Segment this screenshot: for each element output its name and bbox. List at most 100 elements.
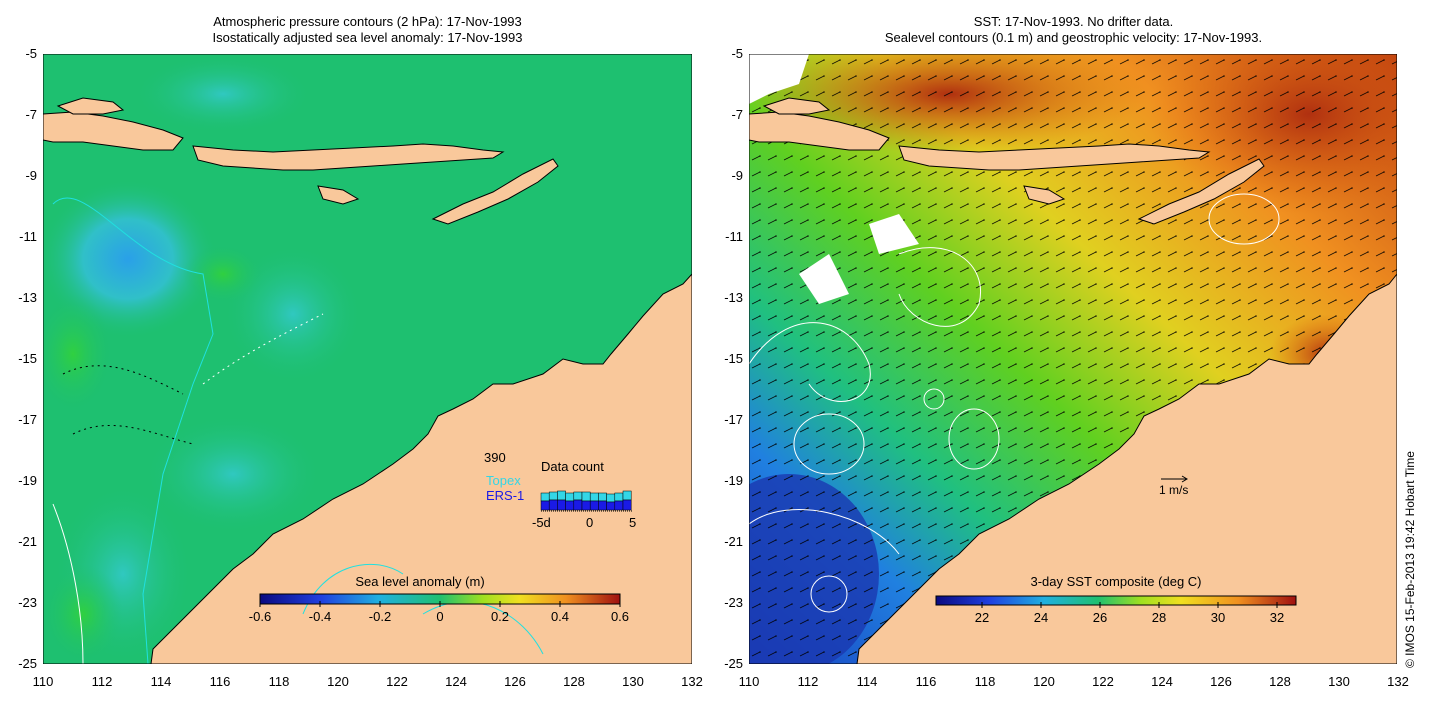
- sla-tick-label: 0.2: [491, 609, 509, 624]
- right-x-tick-label: 128: [1269, 674, 1291, 689]
- ers-bar: [581, 500, 591, 511]
- left-x-tick-label: 114: [150, 674, 172, 689]
- left-y-tick-label: -17: [18, 412, 37, 427]
- sst-colorbar-label: 3-day SST composite (deg C): [1031, 574, 1202, 589]
- right-y-tick-label: -15: [724, 351, 743, 366]
- right-y-tick-label: -19: [724, 473, 743, 488]
- right-x-tick-label: 116: [915, 674, 937, 689]
- right-x-tick-label: 118: [974, 674, 996, 689]
- left-y-tick-label: -19: [18, 473, 37, 488]
- topex-bar: [622, 490, 632, 501]
- right-y-tick-label: -7: [731, 107, 743, 122]
- data-count-title: Data count: [541, 459, 604, 474]
- right-y-tick-label: -25: [724, 656, 743, 671]
- right-y-tick-label: -21: [724, 534, 743, 549]
- right-x-tick-label: 130: [1328, 674, 1350, 689]
- left-x-tick-label: 124: [445, 674, 467, 689]
- australia-land: [150, 273, 692, 664]
- left-y-tick-label: -9: [25, 168, 37, 183]
- flores-chain: [192, 143, 505, 171]
- dc-tick-minus5: -5d: [532, 515, 551, 530]
- velocity-scale: 1 m/s: [1159, 475, 1188, 497]
- left-y-tick-label: -25: [18, 656, 37, 671]
- sla-tick-label: -0.6: [249, 609, 271, 624]
- ers-bar: [573, 499, 583, 511]
- right-y-tick-label: -17: [724, 412, 743, 427]
- topex-bar: [548, 491, 558, 501]
- right-x-tick-label: 124: [1151, 674, 1173, 689]
- left-x-tick-label: 126: [504, 674, 526, 689]
- left-x-tick-label: 112: [91, 674, 113, 689]
- left-y-tick-label: -23: [18, 595, 37, 610]
- left-x-tick-label: 128: [563, 674, 585, 689]
- left-title-line1: Atmospheric pressure contours (2 hPa): 1…: [213, 14, 522, 29]
- topex-bar: [589, 492, 599, 502]
- sla-tick-label: -0.2: [369, 609, 391, 624]
- right-x-tick-label: 126: [1210, 674, 1232, 689]
- left-x-tick-label: 118: [268, 674, 290, 689]
- left-x-tick-label: 122: [386, 674, 408, 689]
- sumba-island: [317, 185, 360, 205]
- data-count-total: 390: [484, 450, 506, 465]
- copyright-text: © IMOS 15-Feb-2013 19:42 Hobart Time: [1403, 451, 1417, 668]
- sea-level-colorbar: Sea level anomaly (m) -0.6 -0.4 -0.2 0 0.2 0.…: [249, 574, 629, 624]
- pressure-contours: [52, 197, 544, 664]
- right-y-tick-label: -9: [731, 168, 743, 183]
- right-y-tick-label: -11: [725, 229, 743, 244]
- sla-colorbar-label: Sea level anomaly (m): [355, 574, 484, 589]
- sea-level-contours: [749, 193, 1280, 613]
- right-y-tick-label: -23: [724, 595, 743, 610]
- ers-bar: [622, 499, 632, 511]
- topex-bar: [573, 491, 583, 501]
- ers-bar: [589, 500, 599, 511]
- sea-level-anomaly-map: Data count 390 Topex ERS-1 -5d 0 5 Sea l…: [43, 54, 692, 664]
- left-y-tick-label: -15: [18, 351, 37, 366]
- topex-bar: [606, 493, 616, 503]
- sst-tick-label: 28: [1152, 610, 1166, 625]
- ers-bar: [540, 500, 550, 511]
- sst-tick-label: 32: [1270, 610, 1284, 625]
- right-y-tick-label: -5: [731, 46, 743, 61]
- ers-bar: [598, 500, 607, 511]
- topex-bar: [614, 492, 624, 502]
- sst-colorbar: 3-day SST composite (deg C) 22 24 26 28 30 32: [935, 574, 1297, 625]
- right-x-tick-label: 120: [1033, 674, 1055, 689]
- right-title-line2: Sealevel contours (0.1 m) and geostrophi…: [884, 30, 1263, 45]
- nw-island: [56, 97, 125, 115]
- sst-map: 1 m/s 3-day SST composite (deg C) 22 24 26…: [749, 54, 1397, 664]
- left-title-line2: Isostatically adjusted sea level anomaly…: [212, 30, 523, 45]
- ers-bar: [548, 499, 558, 511]
- right-panel-title: SST: 17-Nov-1993. No drifter data. Seale…: [749, 14, 1398, 46]
- left-y-tick-label: -7: [25, 107, 37, 122]
- cloud-mask: [749, 54, 809, 104]
- ers-bar: [606, 501, 616, 511]
- dc-tick-5: 5: [629, 515, 636, 530]
- left-x-tick-label: 116: [209, 674, 231, 689]
- left-y-tick-label: -13: [18, 290, 37, 305]
- right-x-tick-label: 132: [1387, 674, 1409, 689]
- sla-tick-label: 0: [436, 609, 443, 624]
- velocity-scale-label: 1 m/s: [1159, 483, 1188, 497]
- left-x-tick-label: 110: [32, 674, 54, 689]
- left-x-tick-label: 130: [622, 674, 644, 689]
- left-y-tick-label: -21: [18, 534, 37, 549]
- dc-tick-0: 0: [586, 515, 593, 530]
- topex-bar: [540, 492, 550, 502]
- sla-tick-label: -0.4: [309, 609, 331, 624]
- java-island: [43, 111, 184, 151]
- sst-tick-label: 24: [1034, 610, 1048, 625]
- australia-land-sst: [856, 273, 1397, 664]
- sla-tick-label: 0.6: [611, 609, 629, 624]
- topex-bar: [598, 492, 607, 502]
- left-x-tick-label: 132: [681, 674, 703, 689]
- timor-island: [431, 158, 559, 225]
- sst-tick-label: 30: [1211, 610, 1225, 625]
- right-y-tick-label: -13: [724, 290, 743, 305]
- sst-tick-label: 22: [975, 610, 989, 625]
- right-x-tick-label: 122: [1092, 674, 1114, 689]
- topex-bar: [581, 491, 591, 502]
- left-y-tick-label: -11: [19, 229, 37, 244]
- topex-label: Topex: [486, 473, 521, 488]
- right-x-tick-label: 110: [738, 674, 760, 689]
- data-count-inset: Data count 390 Topex ERS-1 -5d 0 5: [484, 450, 636, 530]
